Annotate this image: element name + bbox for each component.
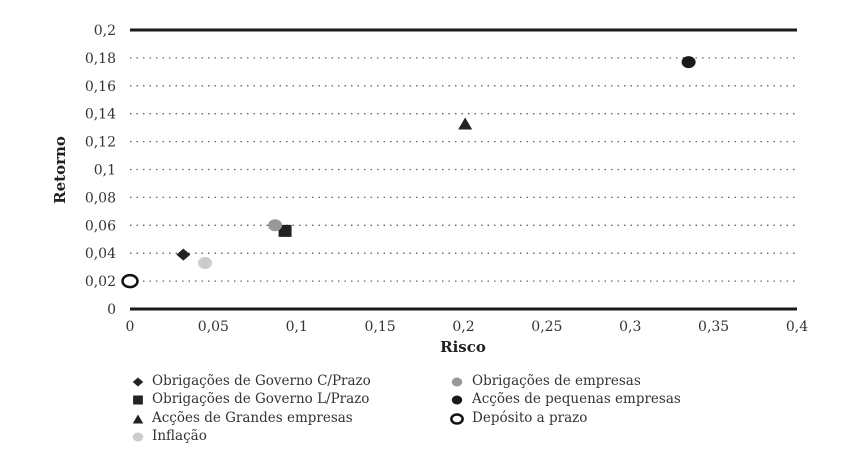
- y-tick-label: 0,02: [85, 274, 116, 290]
- data-point: [458, 117, 473, 130]
- x-tick-label: 0,4: [786, 319, 808, 335]
- y-tick-label: 0,14: [85, 107, 116, 123]
- y-tick-label: 0,18: [85, 51, 116, 67]
- legend-item-label: Obrigações de Governo L/Prazo: [152, 391, 370, 407]
- y-tick-label: 0,12: [85, 135, 116, 151]
- y-tick-label: 0,16: [85, 79, 116, 95]
- legend-item-label: Acções de Grandes empresas: [152, 410, 353, 426]
- legend-item-label: Inflação: [152, 428, 207, 444]
- legend-item-label: Obrigações de Governo C/Prazo: [152, 373, 371, 389]
- x-tick-label: 0,25: [531, 319, 562, 335]
- x-tick-label: 0,1: [286, 319, 308, 335]
- legend-item-label: Acções de pequenas empresas: [472, 391, 681, 407]
- x-tick-label: 0,3: [619, 319, 641, 335]
- y-tick-label: 0,08: [85, 190, 116, 206]
- y-tick-label: 0,1: [94, 163, 116, 179]
- data-point: [278, 224, 292, 237]
- x-tick-label: 0,05: [198, 319, 229, 335]
- data-point: [268, 219, 283, 232]
- x-tick-label: 0,15: [365, 319, 396, 335]
- y-tick-label: 0,2: [94, 23, 116, 39]
- x-tick-label: 0,2: [452, 319, 474, 335]
- y-axis-title: Retorno: [51, 136, 69, 204]
- data-point: [681, 56, 696, 69]
- x-tick-label: 0,35: [698, 319, 729, 335]
- data-point: [198, 256, 213, 269]
- legend-item-label: Obrigações de empresas: [472, 373, 641, 389]
- x-axis-title: Risco: [440, 338, 486, 356]
- y-tick-label: 0: [107, 302, 116, 318]
- legend-item-label: Depósito a prazo: [472, 410, 588, 426]
- x-tick-label: 0: [126, 319, 135, 335]
- data-point: [121, 273, 139, 289]
- y-tick-label: 0,06: [85, 218, 116, 234]
- y-tick-label: 0,04: [85, 246, 116, 262]
- data-point: [176, 248, 191, 261]
